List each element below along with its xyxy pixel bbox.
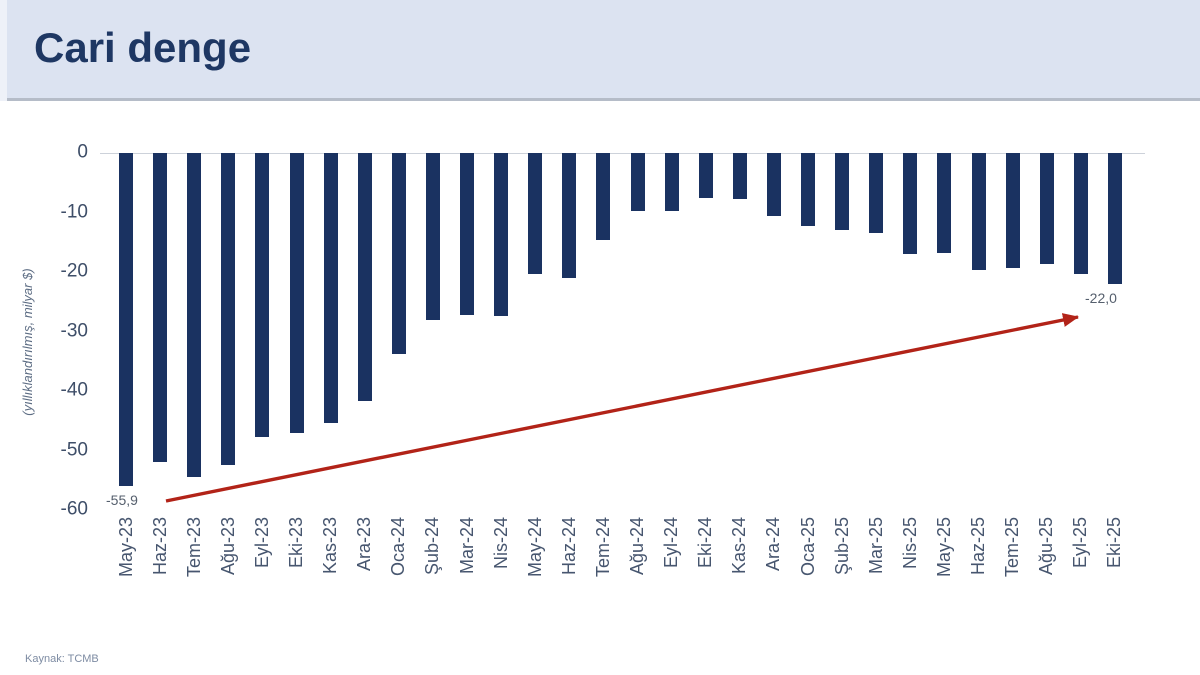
x-tick-Mar-24: Mar-24 xyxy=(456,517,477,575)
bar-Ağu-23 xyxy=(221,153,236,466)
x-tick-Tem-24: Tem-24 xyxy=(592,517,613,578)
bar-Tem-24 xyxy=(596,153,611,241)
x-tick-Eki-25: Eki-25 xyxy=(1104,517,1125,569)
x-tick-Ağu-24: Ağu-24 xyxy=(627,517,648,576)
x-tick-May-24: May-24 xyxy=(524,517,545,578)
x-tick-Kas-23: Kas-23 xyxy=(320,517,341,575)
bar-series xyxy=(109,153,1132,510)
annotation-last-value: -22,0 xyxy=(1085,290,1117,306)
bar-Haz-24 xyxy=(562,153,577,278)
y-tick--10: -10 xyxy=(60,201,88,223)
y-tick--30: -30 xyxy=(60,320,88,342)
x-tick-Oca-25: Oca-25 xyxy=(797,517,818,577)
x-tick-Ara-23: Ara-23 xyxy=(354,517,375,572)
x-tick-Nis-24: Nis-24 xyxy=(490,517,511,570)
x-tick-Tem-25: Tem-25 xyxy=(1002,517,1023,578)
x-tick-Eyl-23: Eyl-23 xyxy=(251,517,272,569)
source-note: Kaynak: TCMB xyxy=(25,653,99,665)
banner-left-edge xyxy=(0,0,7,101)
header-banner: Cari denge xyxy=(0,0,1200,101)
y-tick-0: 0 xyxy=(77,141,88,163)
bar-Ağu-25 xyxy=(1039,153,1054,264)
x-tick-Şub-25: Şub-25 xyxy=(831,517,852,576)
bar-Eki-25 xyxy=(1107,153,1122,284)
x-tick-Kas-24: Kas-24 xyxy=(729,517,750,575)
x-tick-Eki-24: Eki-24 xyxy=(695,517,716,569)
page-title: Cari denge xyxy=(34,24,252,71)
x-tick-Haz-25: Haz-25 xyxy=(968,517,989,576)
x-tick-Oca-24: Oca-24 xyxy=(388,517,409,577)
bar-Tem-25 xyxy=(1005,153,1020,268)
bar-Ara-24 xyxy=(766,153,781,217)
x-tick-Eyl-24: Eyl-24 xyxy=(661,517,682,569)
x-tick-Haz-23: Haz-23 xyxy=(149,517,170,576)
bar-Oca-25 xyxy=(801,153,816,226)
zero-axis-line xyxy=(100,153,1145,154)
x-tick-Haz-24: Haz-24 xyxy=(558,517,579,576)
x-tick-Şub-24: Şub-24 xyxy=(422,517,443,576)
bar-Ağu-24 xyxy=(630,153,645,212)
bar-Nis-24 xyxy=(494,153,509,317)
bar-Kas-24 xyxy=(732,153,747,199)
bar-Mar-25 xyxy=(869,153,884,234)
y-tick--40: -40 xyxy=(60,379,88,401)
x-tick-May-23: May-23 xyxy=(115,517,136,578)
x-tick-Ağu-25: Ağu-25 xyxy=(1036,517,1057,576)
y-tick--60: -60 xyxy=(60,498,88,520)
y-axis-title: (yıllıklandırılmış, milyar $) xyxy=(20,268,35,416)
x-tick-May-25: May-25 xyxy=(933,517,954,578)
bar-May-25 xyxy=(937,153,952,253)
bar-Mar-24 xyxy=(460,153,475,316)
bar-Nis-25 xyxy=(903,153,918,254)
bar-Haz-25 xyxy=(971,153,986,270)
x-tick-Nis-25: Nis-25 xyxy=(899,517,920,570)
bar-Ara-23 xyxy=(357,153,372,402)
x-tick-Eyl-25: Eyl-25 xyxy=(1070,517,1091,569)
bar-Tem-23 xyxy=(187,153,202,478)
bar-Kas-23 xyxy=(323,153,338,423)
bar-Eyl-23 xyxy=(255,153,270,438)
annotation-first-value: -55,9 xyxy=(106,492,138,508)
x-tick-Eki-23: Eki-23 xyxy=(286,517,307,569)
bar-chart-plot-area xyxy=(100,153,1145,510)
bar-Eki-23 xyxy=(289,153,304,433)
y-tick--50: -50 xyxy=(60,439,88,461)
x-tick-Ara-24: Ara-24 xyxy=(763,517,784,572)
x-tick-Mar-25: Mar-25 xyxy=(865,517,886,575)
bar-Şub-25 xyxy=(835,153,850,230)
bar-Eyl-24 xyxy=(664,153,679,211)
y-axis-tick-labels: 0 -10 -20 -30 -40 -50 -60 xyxy=(40,142,88,520)
x-axis-tick-labels: May-23 Haz-23 Tem-23 Ağu-23 Eyl-23 Eki-23 Kas-… xyxy=(109,517,1132,617)
bar-Haz-23 xyxy=(153,153,168,463)
x-tick-Tem-23: Tem-23 xyxy=(183,517,204,578)
bar-May-23 xyxy=(119,153,134,486)
y-tick--20: -20 xyxy=(60,260,88,282)
x-tick-Ağu-23: Ağu-23 xyxy=(217,517,238,576)
bar-Eyl-25 xyxy=(1073,153,1088,275)
bar-Eki-24 xyxy=(698,153,713,199)
bar-Oca-24 xyxy=(391,153,406,354)
bar-Şub-24 xyxy=(425,153,440,320)
bar-May-24 xyxy=(528,153,543,275)
